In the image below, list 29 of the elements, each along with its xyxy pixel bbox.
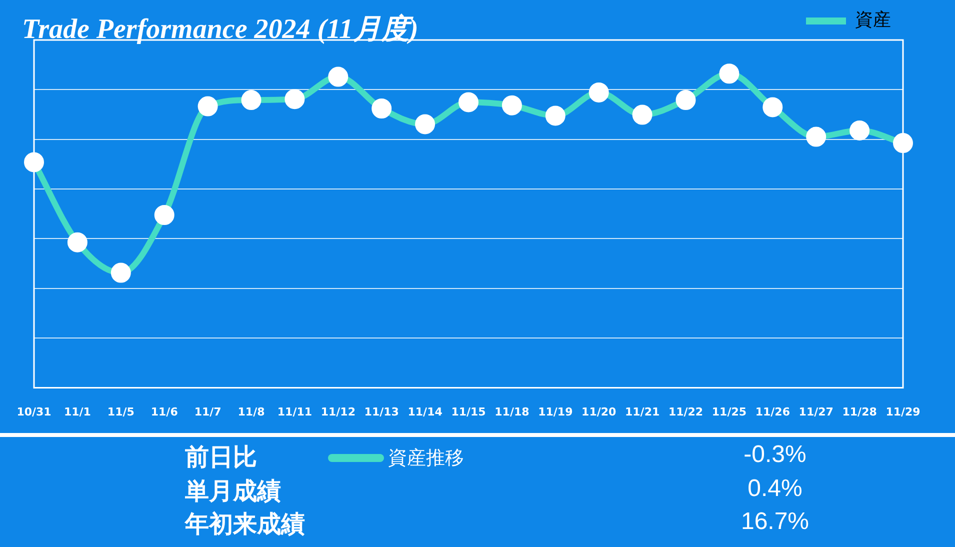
x-tick-label: 11/15	[451, 405, 486, 418]
x-tick-label: 10/31	[16, 405, 52, 418]
x-tick-label: 11/19	[538, 405, 573, 418]
x-tick-label: 11/12	[320, 405, 356, 418]
text: 前日比	[185, 442, 257, 473]
x-tick-label: 11/7	[194, 405, 222, 418]
legend-label: 資産	[855, 10, 891, 31]
x-tick-label: 11/5	[107, 405, 134, 418]
x-tick-label: 11/25	[712, 405, 747, 418]
x-tick-label: 11/21	[624, 405, 660, 418]
text: 年初来成績	[185, 509, 305, 540]
x-tick-label: 11/22	[668, 405, 704, 418]
x-tick-label: 11/28	[842, 405, 877, 418]
text: -0.3%	[742, 441, 808, 469]
text: 0.4%	[746, 475, 804, 503]
x-tick-label: 11/26	[755, 405, 790, 418]
x-tick-label: 11/27	[798, 405, 834, 418]
x-tick-label: 11/1	[64, 405, 91, 418]
x-tick-label: 11/20	[582, 405, 617, 418]
x-tick-label: 11/6	[150, 405, 178, 418]
x-tick-label: 11/13	[364, 405, 399, 418]
x-tick-label: 11/29	[886, 405, 920, 418]
x-tick-label: 11/18	[494, 405, 530, 418]
x-tick-label: 11/8	[238, 405, 265, 418]
x-tick-label: 11/11	[277, 405, 312, 418]
x-tick-label: 11/14	[408, 405, 443, 418]
text: 資産推移	[388, 446, 464, 471]
text: 単月成績	[185, 476, 281, 507]
text: 16.7%	[740, 508, 810, 536]
